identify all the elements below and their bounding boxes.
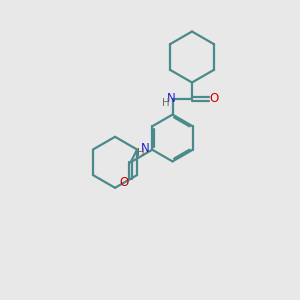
- Text: O: O: [209, 92, 218, 106]
- Text: N: N: [141, 142, 150, 155]
- Text: H: H: [137, 148, 145, 158]
- Text: O: O: [119, 176, 129, 189]
- Text: N: N: [167, 92, 176, 105]
- Text: H: H: [162, 98, 170, 108]
